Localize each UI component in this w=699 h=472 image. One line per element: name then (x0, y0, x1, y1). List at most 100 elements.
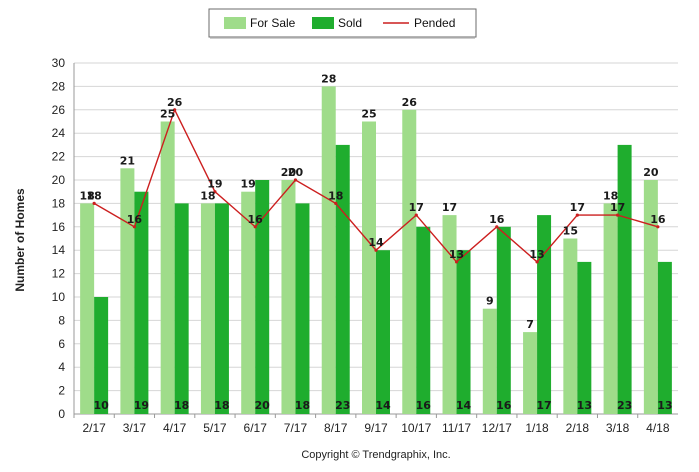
y-tick-label: 26 (52, 103, 66, 117)
sold-value-label: 19 (134, 399, 149, 412)
x-tick-label: 1/18 (525, 421, 549, 435)
sold-value-label: 16 (416, 399, 432, 412)
sold-bar (657, 261, 672, 414)
pended-value-label: 16 (248, 213, 264, 226)
pended-point (495, 225, 499, 229)
for-sale-bar (402, 109, 417, 415)
y-tick-label: 2 (58, 384, 65, 398)
for-sale-bar (80, 203, 95, 414)
sold-value-label: 18 (295, 399, 310, 412)
sold-bar (255, 180, 270, 414)
for-sale-value-label: 28 (321, 72, 336, 85)
x-tick-label: 11/17 (442, 421, 471, 435)
pended-point (616, 213, 620, 217)
x-tick-label: 3/17 (123, 421, 147, 435)
y-tick-label: 6 (58, 337, 65, 351)
pended-point (575, 213, 579, 217)
sold-bar (134, 191, 149, 414)
pended-value-label: 20 (288, 166, 304, 179)
x-tick-label: 7/17 (284, 421, 308, 435)
for-sale-bar (200, 203, 215, 414)
pended-value-label: 17 (409, 201, 424, 214)
sold-value-label: 18 (174, 399, 189, 412)
x-tick-label: 4/18 (646, 421, 670, 435)
x-tick-label: 2/17 (82, 421, 106, 435)
pended-point (454, 260, 459, 264)
x-tick-label: 12/17 (482, 421, 512, 435)
for-sale-value-label: 25 (160, 108, 175, 121)
sold-value-label: 23 (617, 399, 632, 412)
x-tick-label: 9/17 (364, 421, 388, 435)
for-sale-value-label: 18 (200, 189, 215, 202)
sold-bar (335, 144, 350, 414)
for-sale-value-label: 19 (241, 178, 256, 191)
sold-bar (416, 226, 431, 414)
pended-line-layer (92, 107, 660, 264)
pended-point (535, 260, 539, 264)
pended-point (334, 201, 338, 205)
for-sale-bar (160, 121, 175, 414)
pended-value-label: 17 (610, 201, 625, 214)
x-tick-label: 8/17 (324, 421, 348, 435)
y-axis-label: Number of Homes (13, 188, 27, 292)
for-sale-bar (482, 308, 497, 414)
legend: For Sale Sold Pended (208, 8, 477, 39)
pended-value-label: 18 (86, 189, 101, 202)
x-tick-label: 4/17 (163, 421, 187, 435)
pended-value-label: 16 (650, 213, 666, 226)
x-tick-label: 5/17 (203, 421, 227, 435)
pended-point (656, 225, 660, 229)
for-sale-value-label: 17 (442, 201, 457, 214)
y-tick-label: 28 (52, 79, 66, 93)
y-tick-label: 24 (52, 126, 66, 140)
sold-bar (456, 250, 471, 414)
sold-bar (214, 203, 229, 414)
y-tick-label: 14 (52, 243, 66, 257)
for-sale-value-label: 7 (526, 318, 534, 331)
for-sale-bar (281, 180, 296, 414)
sold-value-label: 14 (375, 399, 391, 412)
sold-bar (295, 203, 310, 414)
pended-point (173, 108, 177, 112)
sold-bar (537, 215, 552, 414)
for-sale-bar (643, 180, 658, 414)
for-sale-bar (523, 332, 538, 414)
sold-bar (94, 297, 109, 414)
x-tick-label: 3/18 (606, 421, 630, 435)
pended-point (293, 178, 298, 182)
for-sale-bar (442, 215, 457, 414)
y-tick-label: 18 (52, 196, 66, 210)
sold-value-label: 10 (93, 399, 109, 412)
for-sale-bar (241, 191, 256, 414)
pended-value-label: 14 (368, 236, 384, 249)
pended-point (92, 201, 96, 205)
for-sale-value-label: 20 (281, 166, 297, 179)
pended-legend-label: Pended (414, 16, 455, 30)
pended-point (213, 190, 217, 194)
pended-value-label: 16 (127, 213, 143, 226)
sold-bar (577, 261, 592, 414)
sold-value-label: 13 (657, 399, 672, 412)
bars (80, 86, 672, 415)
pended-value-label: 16 (489, 213, 505, 226)
sold-value-label: 20 (255, 399, 271, 412)
for-sale-bar (362, 121, 376, 414)
x-tick-label: 6/17 (244, 421, 268, 435)
y-tick-label: 20 (52, 173, 66, 187)
sold-bar (617, 144, 632, 414)
for-sale-bar (563, 238, 578, 414)
for-sale-value-label: 21 (120, 154, 135, 167)
pended-value-label: 18 (328, 189, 343, 202)
for-sale-bar (120, 168, 135, 414)
sold-value-label: 17 (536, 399, 551, 412)
y-tick-label: 16 (52, 220, 66, 234)
for-sale-value-label: 26 (402, 96, 418, 109)
pended-point (132, 225, 136, 229)
for-sale-value-label: 9 (486, 295, 494, 308)
for-sale-legend-swatch (224, 17, 246, 29)
x-tick-label: 10/17 (401, 421, 431, 435)
pended-value-label: 17 (570, 201, 585, 214)
sold-value-label: 23 (335, 399, 350, 412)
